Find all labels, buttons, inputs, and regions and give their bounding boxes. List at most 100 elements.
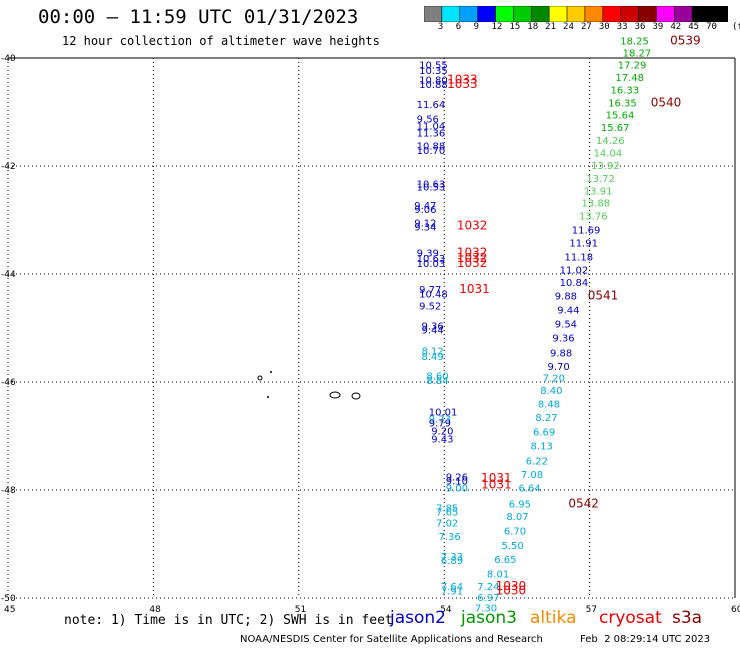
wave-height-label: 10.48 [419, 289, 448, 300]
pass-time-label: 1030 [496, 583, 527, 597]
x-tick-label: 45 [4, 605, 15, 615]
wave-height-label: 10.80 [419, 76, 448, 87]
wave-height-label: 9.44 [422, 326, 444, 337]
y-tick-label: -46 [1, 378, 16, 388]
wave-height-label: 9.47 [414, 201, 436, 212]
generated-timestamp: Feb 2 08:29:14 UTC 2023 [580, 634, 711, 645]
wave-height-label: 11.04 [417, 122, 446, 133]
pass-time-label: 1030 [496, 579, 527, 593]
wave-height-label: 11.64 [417, 100, 446, 111]
wave-height-label: 8.40 [540, 386, 562, 397]
wave-height-label: 9.77 [419, 285, 441, 296]
legend-s3a: s3a [672, 608, 703, 628]
wave-height-label: 7.33 [441, 552, 463, 563]
wave-height-label: 8.01 [487, 570, 509, 581]
wave-height-label: 18.27 [623, 49, 652, 60]
legend-cryosat: cryosat [599, 608, 662, 628]
wave-height-label: 8.27 [535, 413, 557, 424]
pass-time-label: 0542 [568, 497, 599, 511]
island-shape [267, 396, 269, 398]
wave-height-label: 7.24 [477, 582, 499, 593]
x-tick-label: 48 [149, 605, 161, 615]
pass-time-label: 1032 [457, 245, 488, 259]
colorbar-tick-label: 24 [563, 22, 574, 32]
wave-height-label: 10.88 [417, 141, 446, 152]
island-shape [270, 371, 272, 373]
pass-time-label: 0539 [670, 34, 701, 48]
x-tick-label: 60 [731, 605, 740, 615]
wave-height-label: 10.84 [560, 278, 589, 289]
wave-height-label: 8.60 [426, 372, 448, 383]
wave-height-label: 9.52 [419, 301, 441, 312]
wave-height-label: 9.36 [422, 321, 444, 332]
colorbar-tick-label: 39 [652, 22, 664, 32]
wave-height-label: 15.67 [601, 123, 630, 134]
credit-line: NOAA/NESDIS Center for Satellite Applica… [240, 634, 543, 645]
wave-height-label: 7.08 [521, 470, 543, 481]
wave-height-label: 10.63 [417, 254, 446, 265]
colorbar-tick-label: 12 [491, 22, 503, 32]
wave-height-label: 11.91 [569, 239, 598, 250]
wave-height-label: 9.00 [446, 483, 468, 494]
wave-height-label: 11.36 [417, 129, 446, 140]
island-shape [351, 392, 361, 400]
wave-height-label: 9.36 [552, 334, 574, 345]
wave-height-label: 7.20 [543, 374, 565, 385]
wave-height-label: 10.63 [417, 179, 446, 190]
y-tick-label: -44 [1, 270, 16, 280]
wave-height-label: 9.12 [414, 219, 436, 230]
pass-time-label: 1032 [457, 251, 488, 265]
wave-height-label: 9.88 [550, 348, 572, 359]
pass-time-label: 1031 [481, 471, 512, 485]
wave-height-label: 9.54 [555, 320, 577, 331]
chart-title: 00:00 – 11:59 UTC 01/31/2023 [38, 6, 359, 28]
colorbar-tick-label: 45 [688, 22, 700, 32]
wave-height-label: 14.26 [596, 136, 625, 147]
pass-time-label: 0540 [651, 95, 682, 109]
wave-height-label: 7.65 [436, 508, 458, 519]
wave-height-label: 8.13 [531, 442, 553, 453]
pass-time-label: 1033 [447, 73, 478, 87]
wave-height-label: 11.18 [564, 253, 593, 264]
wave-height-label: 13.88 [581, 199, 610, 210]
wave-height-label: 13.92 [591, 161, 620, 172]
wave-height-label: 17.29 [618, 60, 647, 71]
wave-height-label: 14.04 [594, 149, 623, 160]
wave-height-label: 11.69 [572, 226, 601, 237]
pass-time-label: 1032 [457, 218, 488, 232]
colorbar-tick-label: 70 [706, 22, 717, 32]
wave-height-label: 9.06 [414, 205, 436, 216]
wave-height-label: 9.43 [431, 435, 453, 446]
wave-height-label: 9.70 [548, 362, 570, 373]
y-tick-label: -40 [1, 54, 16, 64]
y-tick-label: -48 [1, 486, 16, 496]
wave-height-label: 8.12 [422, 347, 444, 358]
colorbar-tick-label: 42 [670, 22, 682, 32]
wave-height-label: 5.50 [501, 541, 523, 552]
colorbar-tick-label: 36 [634, 22, 646, 32]
wave-height-label: 8.49 [422, 352, 444, 363]
wave-height-label: 10.03 [417, 259, 446, 270]
wave-height-label: 9.10 [446, 476, 468, 487]
island-shape [329, 391, 341, 399]
wave-height-label: 6.69 [533, 428, 555, 439]
wave-height-label: 13.72 [586, 174, 615, 185]
wave-height-label: 9.26 [446, 473, 468, 484]
colorbar-tick-label: 27 [580, 22, 592, 32]
wave-height-label: 18.25 [620, 37, 649, 48]
colorbar [424, 6, 728, 22]
wave-height-label: 7.91 [441, 586, 463, 597]
wave-height-label: 6.89 [441, 556, 463, 567]
colorbar-unit: (ft) [732, 22, 740, 32]
pass-time-label: 1033 [447, 77, 478, 91]
wave-height-label: 6.70 [504, 527, 526, 538]
wave-height-label: 7.85 [436, 503, 458, 514]
colorbar-tick-label: 33 [616, 22, 628, 32]
x-tick-label: 57 [586, 605, 597, 615]
y-tick-label: -50 [1, 594, 16, 604]
wave-height-label: 11.02 [560, 266, 589, 277]
wave-height-label: 16.35 [608, 98, 637, 109]
wave-height-label: 13.76 [579, 212, 608, 223]
pass-time-label: 1032 [457, 256, 488, 270]
